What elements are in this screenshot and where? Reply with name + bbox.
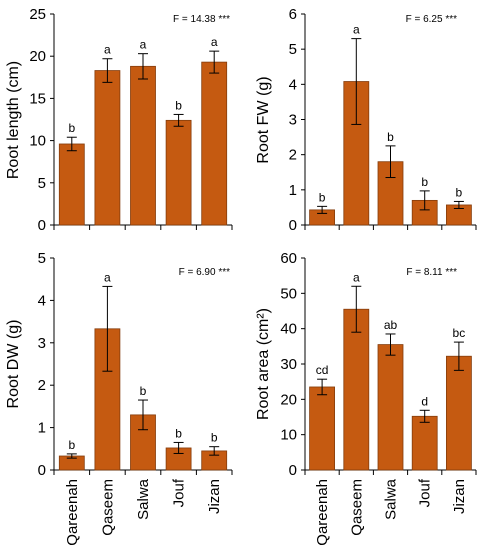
- significance-letter: b: [421, 175, 428, 189]
- x-category-label-qareenah: Qareenah: [314, 479, 331, 546]
- significance-letter: b: [175, 98, 182, 112]
- x-category-label-qaseem: Qaseem: [99, 479, 116, 536]
- y-tick-label: 0: [38, 217, 46, 234]
- y-tick-label: 3: [38, 335, 46, 352]
- significance-letter: b: [175, 426, 182, 440]
- bar-jouf: [412, 416, 437, 470]
- y-tick-label: 4: [289, 76, 297, 93]
- bar-jouf: [166, 120, 191, 225]
- significance-letter: a: [353, 23, 360, 37]
- x-category-label-jouf: Jouf: [171, 478, 188, 507]
- bar-qaseem: [95, 71, 120, 225]
- y-tick-label: 0: [289, 462, 297, 479]
- f-statistic-annotation: F = 14.38 ***: [173, 14, 230, 25]
- chart-panel-1: 0 5 10 15 20 25 Root length (cm) b a a b a F = 14.38…: [5, 6, 232, 234]
- bar-salwa: [378, 345, 403, 470]
- significance-letter: b: [68, 438, 75, 452]
- chart-panel-3: 0 1 2 3 4 5 Root DW (g) b a b b b F = 6.90 ***: [5, 250, 232, 479]
- x-category-label-salwa: Salwa: [383, 478, 400, 520]
- y-tick-label: 5: [289, 41, 297, 58]
- x-category-label-jizan: Jizan: [206, 479, 223, 514]
- y-tick-label: 0: [289, 217, 297, 234]
- y-tick-label: 30: [280, 356, 297, 373]
- significance-letter: ab: [384, 318, 398, 332]
- significance-letter: b: [211, 431, 218, 445]
- x-category-label-qaseem: Qaseem: [348, 479, 365, 536]
- y-axis-label: Root area (cm²): [255, 308, 272, 420]
- bar-salwa: [131, 66, 156, 225]
- y-axis-label: Root FW (g): [255, 76, 272, 163]
- y-tick-label: 4: [38, 292, 46, 309]
- y-axis-label: Root length (cm): [5, 61, 22, 179]
- y-tick-label: 5: [38, 250, 46, 267]
- y-tick-label: 2: [289, 147, 297, 164]
- f-statistic-annotation: F = 6.25 ***: [406, 14, 458, 25]
- x-category-label-jouf: Jouf: [417, 478, 434, 507]
- bar-qaseem: [344, 309, 369, 470]
- bar-qareenah: [310, 387, 335, 470]
- y-tick-label: 2: [38, 377, 46, 394]
- x-category-labels: Qareenah Qaseem Salwa Jouf Jizan Qareenah Qase…: [64, 478, 468, 546]
- chart-panel-2: 0 1 2 3 4 5 6 Root FW (g) b a b b b F = 6.25 ***: [255, 6, 476, 234]
- significance-letter: b: [319, 190, 326, 204]
- y-tick-label: 60: [280, 250, 297, 267]
- significance-letter: b: [387, 130, 394, 144]
- significance-letter: b: [68, 121, 75, 135]
- y-tick-label: 50: [280, 285, 297, 302]
- significance-letter: b: [140, 384, 147, 398]
- y-tick-label: 40: [280, 321, 297, 338]
- y-tick-label: 10: [29, 133, 46, 150]
- significance-letter: bc: [453, 326, 466, 340]
- chart-panel-4: 0 10 20 30 40 50 60 Root area (cm²) cd a ab d bc F = …: [255, 250, 476, 479]
- significance-letter: b: [456, 185, 463, 199]
- bar-jizan: [202, 62, 227, 225]
- significance-letter: a: [104, 43, 111, 57]
- y-tick-label: 1: [38, 420, 46, 437]
- x-category-label-qareenah: Qareenah: [64, 479, 81, 546]
- y-tick-label: 10: [280, 427, 297, 444]
- bar-qareenah: [59, 144, 84, 225]
- significance-letter: a: [104, 270, 111, 284]
- f-statistic-annotation: F = 6.90 ***: [179, 267, 231, 278]
- x-category-label-jizan: Jizan: [451, 479, 468, 514]
- y-axis-label: Root DW (g): [5, 320, 22, 409]
- bar-jizan: [446, 356, 471, 470]
- significance-letter: d: [421, 394, 428, 408]
- y-tick-label: 5: [38, 175, 46, 192]
- significance-letter: a: [140, 38, 147, 52]
- significance-letter: a: [353, 270, 360, 284]
- y-tick-label: 1: [289, 182, 297, 199]
- y-tick-label: 3: [289, 112, 297, 129]
- y-tick-label: 20: [280, 391, 297, 408]
- y-tick-label: 0: [38, 462, 46, 479]
- y-tick-label: 25: [29, 6, 46, 23]
- x-category-label-salwa: Salwa: [135, 478, 152, 520]
- f-statistic-annotation: F = 8.11 ***: [406, 267, 457, 278]
- significance-letter: a: [211, 35, 218, 49]
- y-tick-label: 6: [289, 6, 297, 23]
- significance-letter: cd: [316, 363, 329, 377]
- y-tick-label: 15: [29, 90, 46, 107]
- y-tick-label: 20: [29, 48, 46, 65]
